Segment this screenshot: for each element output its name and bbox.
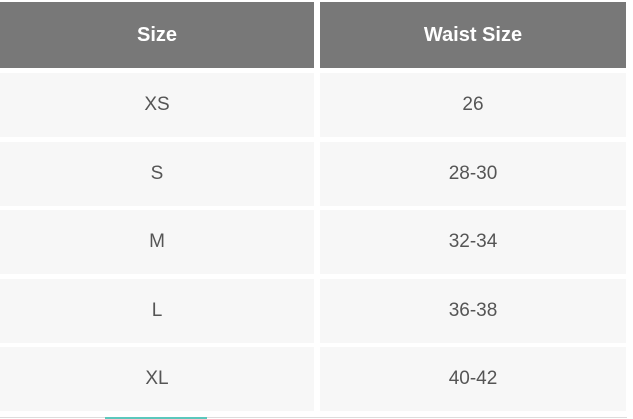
cell-size: L xyxy=(0,278,314,343)
cell-waist: 40-42 xyxy=(320,347,626,411)
cell-size: S xyxy=(0,141,314,206)
cell-waist: 32-34 xyxy=(320,210,626,274)
accent-bar xyxy=(105,417,207,419)
cell-size: XL xyxy=(0,347,314,411)
size-chart-table: Size Waist Size XS 26 S 28-30 M 32-34 L … xyxy=(0,2,627,416)
cell-waist: 28-30 xyxy=(320,141,626,206)
cell-waist: 26 xyxy=(320,73,626,137)
header-size: Size xyxy=(0,2,314,68)
divider xyxy=(0,417,627,418)
cell-waist: 36-38 xyxy=(320,278,626,343)
cell-size: XS xyxy=(0,73,314,137)
cell-size: M xyxy=(0,210,314,274)
header-waist-size: Waist Size xyxy=(320,2,626,68)
